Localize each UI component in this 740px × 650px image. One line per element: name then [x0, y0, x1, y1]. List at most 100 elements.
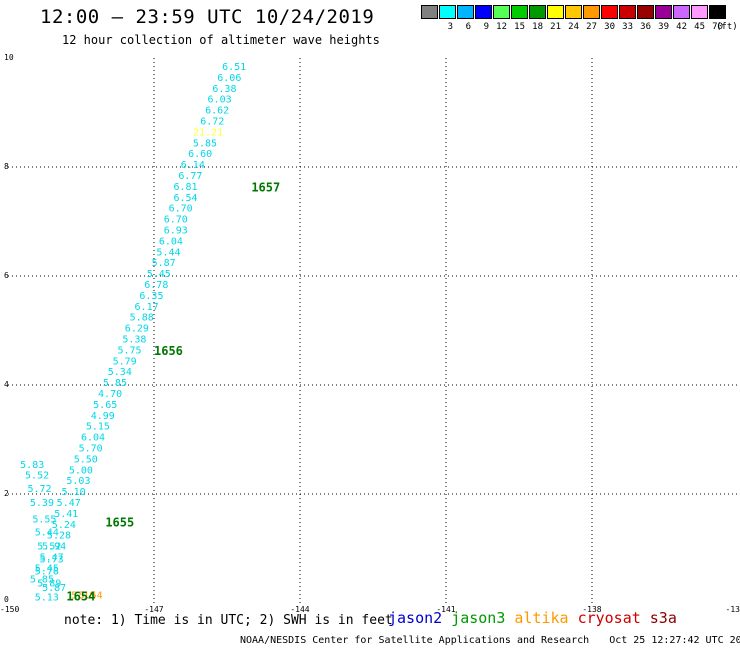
wave-height-label: 6.81	[173, 182, 197, 193]
wave-height-label: 5.13	[35, 592, 59, 603]
scale-swatch	[583, 5, 600, 19]
scale-label: 3	[447, 22, 453, 32]
wave-height-label: 5.52	[25, 471, 49, 482]
scale-swatch	[421, 5, 438, 19]
wave-height-label: 6.06	[217, 73, 241, 84]
wave-height-label: 5.41	[54, 509, 78, 520]
scale-swatch	[655, 5, 672, 19]
scale-swatch	[493, 5, 510, 19]
generated-timestamp: Oct 25 12:27:42 UTC 2019	[609, 635, 740, 646]
wave-height-label: 5.85	[103, 378, 127, 389]
wave-height-label: 6.77	[178, 171, 202, 182]
scale-label: 39	[658, 22, 669, 32]
satellite-jason3: jason3	[451, 609, 506, 627]
satellite-cryosat: cryosat	[577, 609, 641, 627]
wave-height-label: 5.75	[118, 345, 142, 356]
wave-height-label: 5.34	[108, 367, 132, 378]
x-tick-label: -13	[726, 605, 740, 614]
scale-label: 27	[586, 22, 597, 32]
scale-label: 45	[694, 22, 705, 32]
wave-height-label: 6.93	[164, 225, 188, 236]
scale-swatch	[619, 5, 636, 19]
scale-label: 9	[483, 22, 489, 32]
wave-height-label: 21.21	[193, 127, 223, 138]
wave-height-label: 6.17	[135, 302, 159, 313]
wave-height-label: 4.99	[91, 411, 115, 422]
scale-label: 6	[465, 22, 471, 32]
wave-height-label: 6.72	[200, 116, 224, 127]
wave-height-label: 6.62	[205, 106, 229, 117]
wave-height-label: 5.94	[42, 542, 66, 553]
wave-height-label: 5.85	[30, 574, 54, 585]
scale-label: 33	[622, 22, 633, 32]
pass-time-label: 1657	[251, 181, 280, 195]
wave-height-label: 5.72	[27, 484, 51, 495]
scale-swatch	[673, 5, 690, 19]
wave-height-label: 5.44	[156, 247, 180, 258]
scale-swatch	[601, 5, 618, 19]
satellite-s3a: s3a	[649, 609, 677, 627]
wave-height-label: 5.39	[30, 498, 54, 509]
pass-time-label: 1656	[154, 344, 183, 358]
satellite-jason2: jason2	[388, 609, 443, 627]
wave-height-label: 5.78	[35, 567, 59, 578]
wave-height-label: 5.73	[40, 555, 64, 566]
scale-label: 24	[568, 22, 579, 32]
x-tick-label: -144	[290, 605, 309, 614]
x-tick-label: -147	[144, 605, 163, 614]
scale-label: 70	[712, 22, 723, 32]
wave-height-label: 6.35	[139, 291, 163, 302]
wave-height-label: 6.60	[188, 149, 212, 160]
satellite-legend: jason2 jason3 altika cryosat s3a	[388, 609, 686, 627]
scale-label: 21	[550, 22, 561, 32]
wave-height-label: 5.18	[71, 591, 95, 602]
scale-swatch	[691, 5, 708, 19]
scale-label: 12	[496, 22, 507, 32]
wave-height-label: 5.45	[35, 563, 59, 574]
scale-swatch	[637, 5, 654, 19]
chart-title: 12:00 – 23:59 UTC 10/24/2019	[40, 6, 375, 28]
wave-height-label: 5.45	[147, 269, 171, 280]
pass-time-label: 1654	[66, 589, 95, 603]
scale-swatch	[475, 5, 492, 19]
y-tick-label: 6	[4, 271, 9, 280]
scale-swatch	[529, 5, 546, 19]
wave-height-label: 5.70	[79, 443, 103, 454]
wave-height-label: 5.79	[113, 356, 137, 367]
wave-height-label: 6.04	[159, 236, 183, 247]
wave-height-label: 5.03	[66, 476, 90, 487]
wave-height-label: 5.10	[62, 487, 86, 498]
scale-label: 18	[532, 22, 543, 32]
wave-height-label: 5.89	[37, 579, 61, 590]
x-tick-label: -141	[436, 605, 455, 614]
wave-height-label: 6.03	[208, 95, 232, 106]
y-tick-label: 2	[4, 489, 9, 498]
scale-label: 36	[640, 22, 651, 32]
wave-height-label: 6.04	[81, 433, 105, 444]
scale-swatch	[547, 5, 564, 19]
wave-height-label: 5.87	[42, 583, 66, 594]
scale-swatch	[439, 5, 456, 19]
wave-height-label: 6.54	[173, 193, 197, 204]
wave-height-label: 5.24	[52, 520, 76, 531]
wave-height-label: 6.78	[144, 280, 168, 291]
wave-height-label: 6.29	[125, 324, 149, 335]
wave-height-label: 6.70	[169, 204, 193, 215]
wave-height-label: 4.70	[98, 389, 122, 400]
x-tick-label: -138	[582, 605, 601, 614]
scale-label: 15	[514, 22, 525, 32]
scale-swatch	[565, 5, 582, 19]
scale-unit: (ft)	[716, 22, 738, 32]
wave-height-label: 5.38	[122, 334, 146, 345]
y-tick-label: 4	[4, 380, 9, 389]
wave-height-label: 5.65	[93, 400, 117, 411]
scale-label: 30	[604, 22, 615, 32]
wave-height-label: 5.44	[35, 527, 59, 538]
wave-height-label: 5.28	[47, 531, 71, 542]
satellite-altika: altika	[514, 609, 569, 627]
scale-swatch	[511, 5, 528, 19]
footer-note: note: 1) Time is in UTC; 2) SWH is in fe…	[64, 613, 393, 628]
wave-height-label: 5.47	[57, 498, 81, 509]
wave-height-label: 5.47	[40, 552, 64, 563]
scale-swatch	[457, 5, 474, 19]
